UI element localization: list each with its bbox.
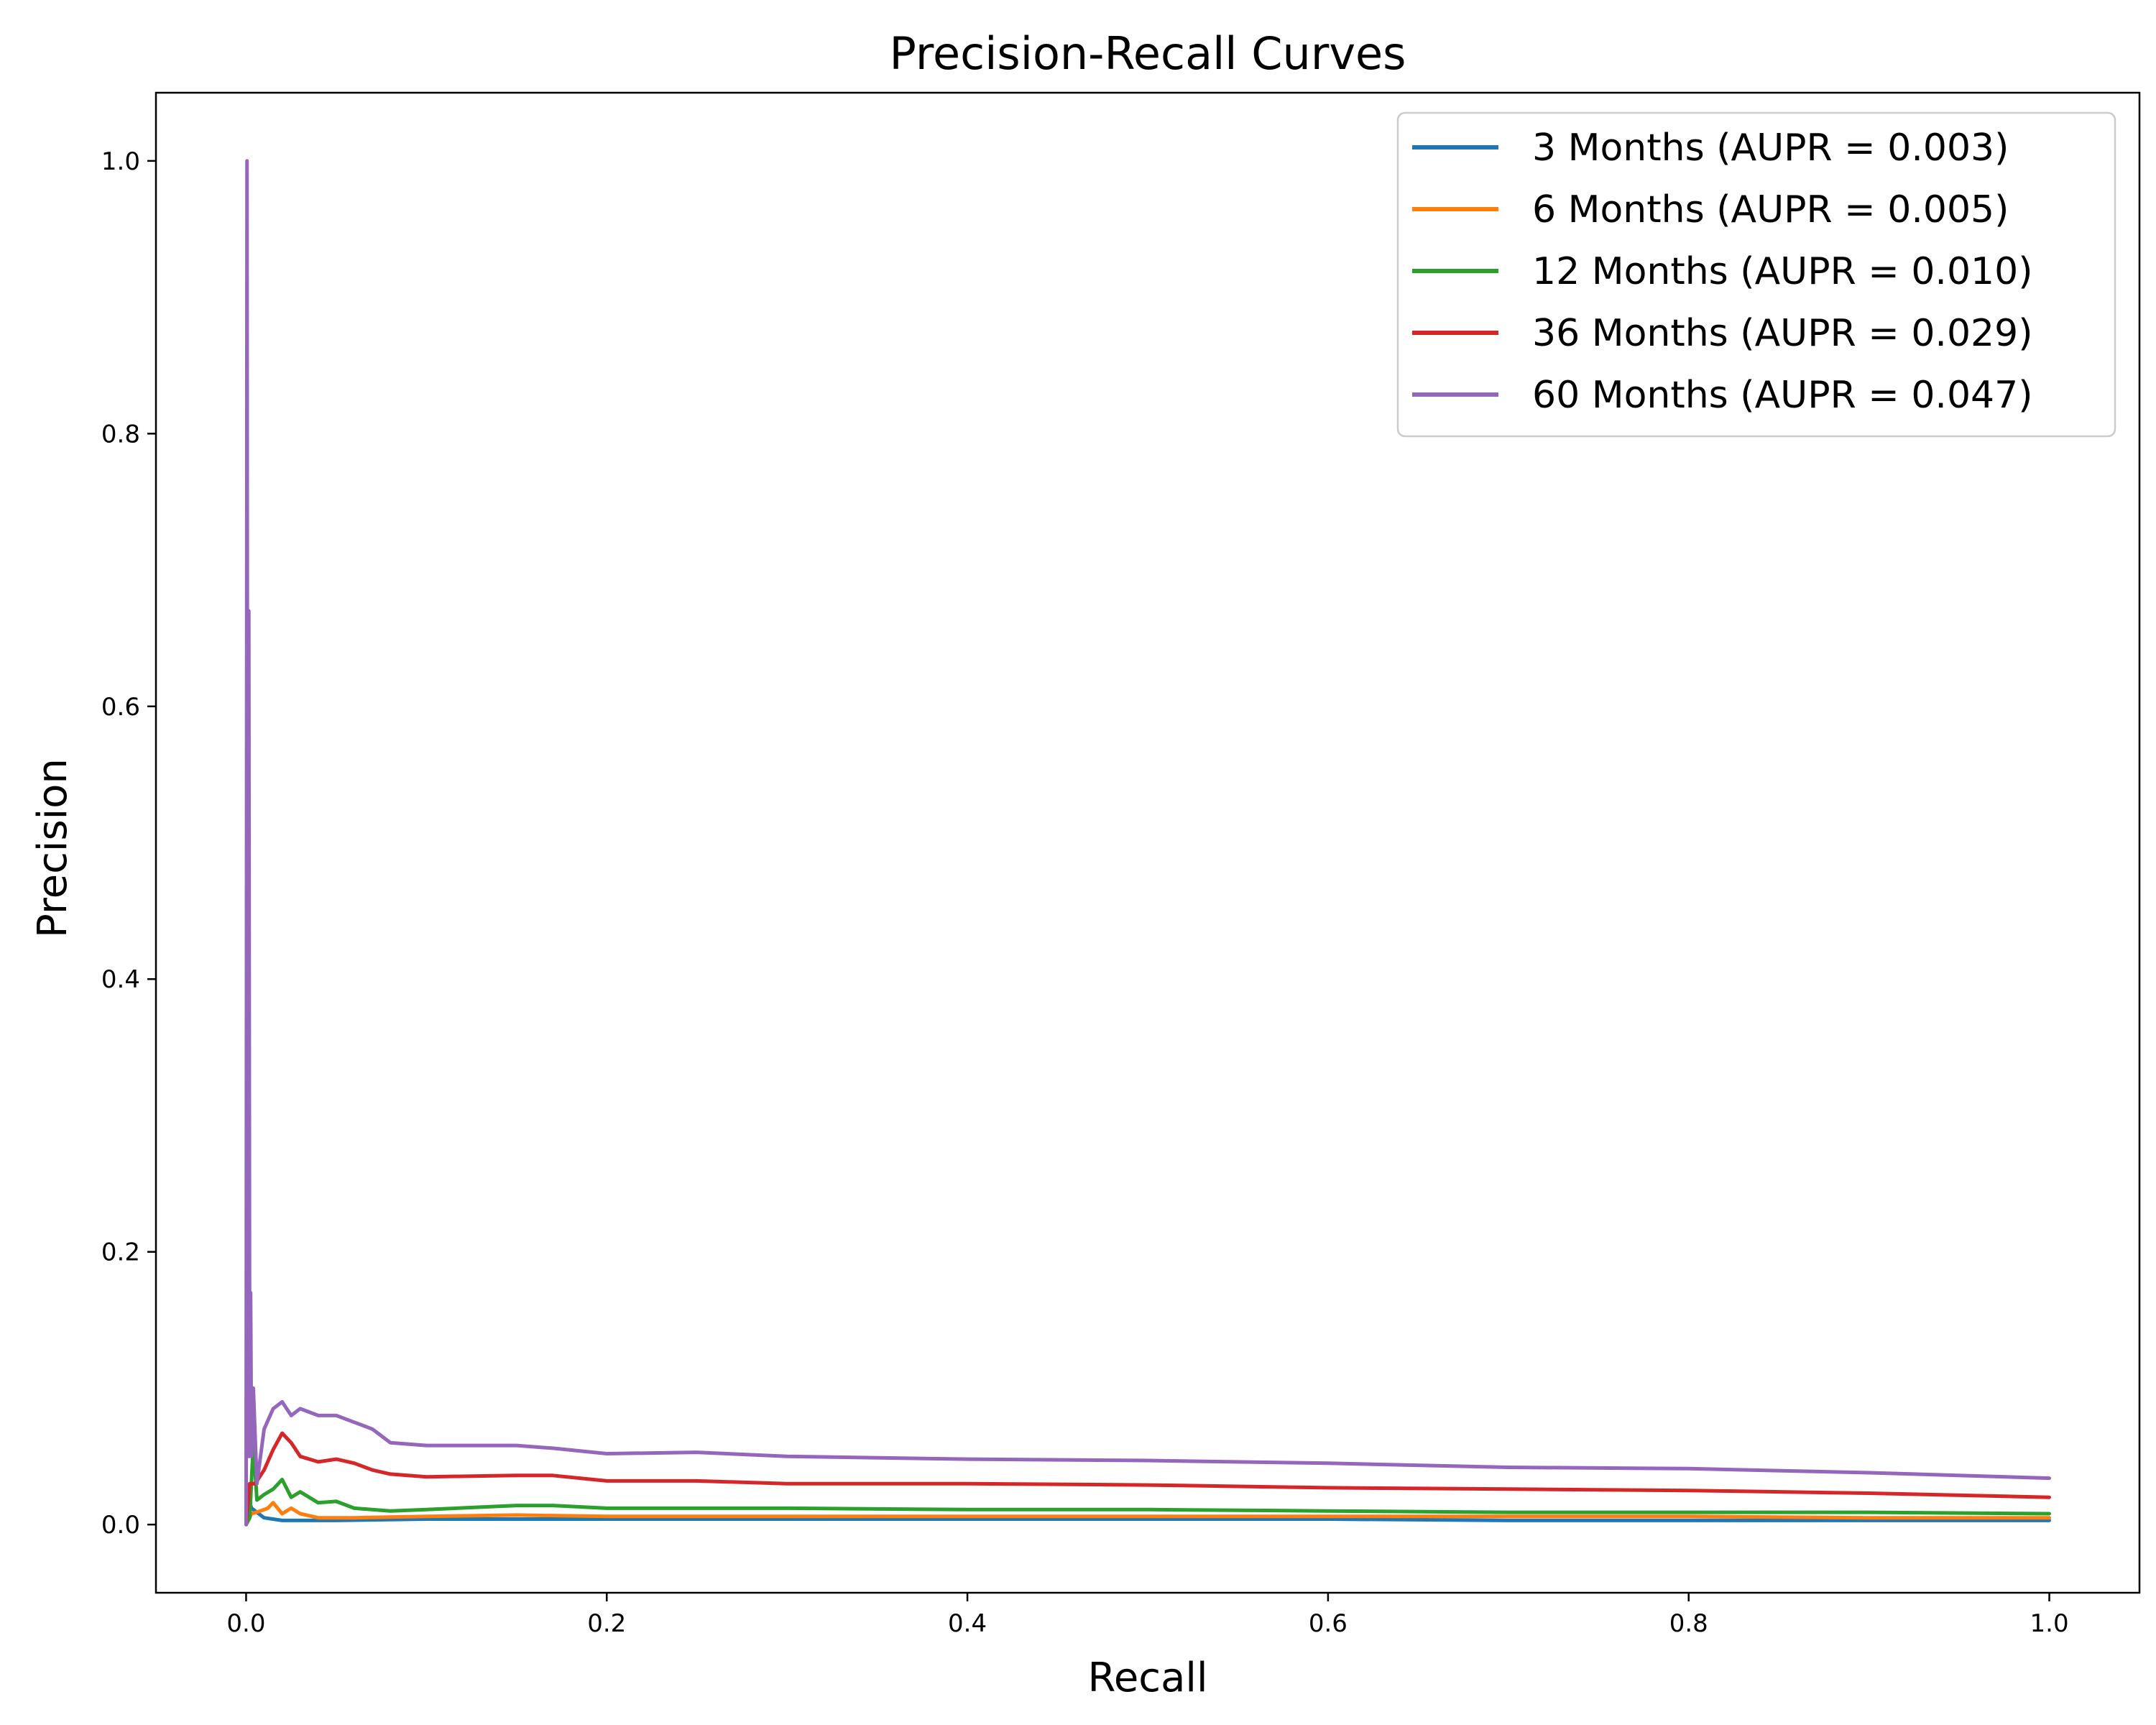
legend-label-3: 12 Months (AUPR = 0.010) (1532, 250, 2033, 293)
legend-label-1: 3 Months (AUPR = 0.003) (1532, 126, 2009, 170)
series-line-3 (244, 1440, 2051, 1527)
chart-title: Precision-Recall Curves (890, 27, 1406, 80)
legend-label-4: 36 Months (AUPR = 0.029) (1532, 312, 2033, 355)
x-tick-label: 1.0 (2030, 1609, 2069, 1638)
x-tick-label: 0.6 (1309, 1609, 1348, 1638)
x-axis: 0.0 0.2 0.4 0.6 0.8 1.0 (226, 1593, 2069, 1638)
y-tick-label: 1.0 (101, 147, 140, 176)
series-layer (244, 159, 2051, 1527)
y-tick-label: 0.0 (101, 1511, 140, 1540)
y-tick-label: 0.8 (101, 420, 140, 448)
legend-label-2: 6 Months (AUPR = 0.005) (1532, 188, 2009, 231)
series-line-5 (244, 159, 2051, 1527)
x-tick-label: 0.4 (948, 1609, 987, 1638)
plot-area (155, 91, 2141, 1594)
y-tick-label: 0.2 (101, 1238, 140, 1267)
y-tick-label: 0.4 (101, 965, 140, 994)
legend: 3 Months (AUPR = 0.003) 6 Months (AUPR = … (1396, 111, 2116, 438)
series-line-4 (244, 1431, 2051, 1527)
legend-label-5: 60 Months (AUPR = 0.047) (1532, 374, 2033, 417)
series-line-2 (244, 1501, 2051, 1527)
x-tick-label: 0.8 (1669, 1609, 1708, 1638)
x-axis-label: Recall (1087, 1655, 1207, 1701)
x-tick-label: 0.0 (226, 1609, 265, 1638)
plot-frame (155, 91, 2141, 1594)
x-tick-label: 0.2 (587, 1609, 626, 1638)
legend-items: 3 Months (AUPR = 0.003) 6 Months (AUPR = … (1412, 126, 2033, 417)
y-axis-label: Precision (29, 758, 76, 938)
y-axis: 0.0 0.2 0.4 0.6 0.8 1.0 (101, 147, 156, 1540)
legend-frame (1396, 111, 2116, 438)
y-tick-label: 0.6 (101, 693, 140, 722)
